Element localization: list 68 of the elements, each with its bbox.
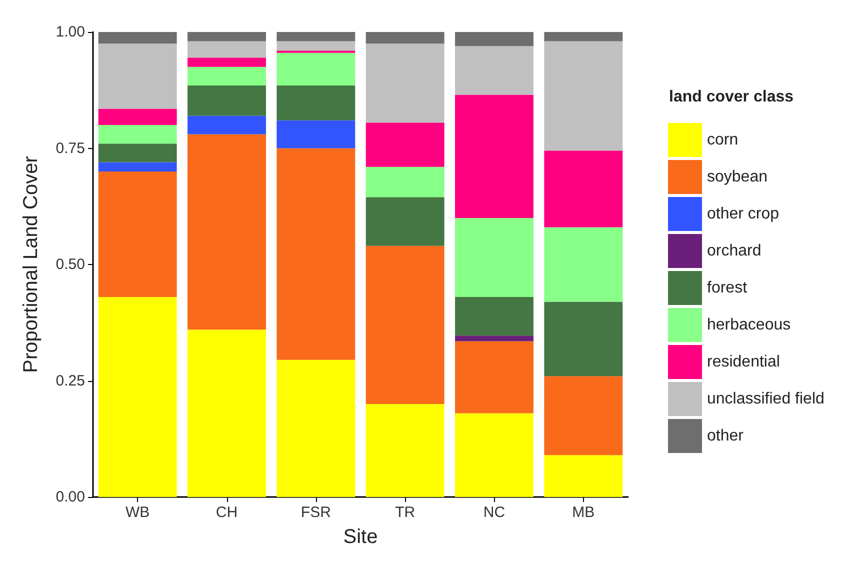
bar — [455, 297, 534, 336]
bar — [188, 85, 266, 116]
bar — [366, 197, 444, 246]
bar — [98, 125, 177, 144]
y-tick-label: 1.00 — [56, 24, 85, 40]
bar — [544, 455, 623, 497]
bar — [366, 32, 444, 44]
y-axis-title: Proportional Land Cover — [20, 156, 42, 373]
x-tick-label: TR — [395, 504, 416, 521]
bar — [455, 46, 534, 95]
y-tick-label: 0.00 — [56, 488, 85, 506]
bar — [455, 341, 534, 414]
bar — [366, 166, 444, 198]
bar — [188, 116, 266, 134]
legend-label: residential — [707, 354, 780, 370]
x-tick-label: MB — [572, 504, 595, 521]
legend-label: herbaceous — [707, 316, 791, 334]
bar — [544, 41, 623, 151]
bar — [276, 85, 356, 120]
bar — [366, 122, 444, 167]
bar — [455, 336, 534, 342]
legend-label: unclassified field — [707, 390, 824, 408]
legend-label: orchard — [707, 242, 762, 260]
bar — [98, 162, 177, 172]
bar — [98, 44, 177, 109]
bar — [276, 52, 356, 86]
bar — [544, 376, 623, 456]
y-tick-label: 0.25 — [56, 372, 85, 390]
bar — [188, 66, 266, 86]
bar — [276, 120, 356, 148]
x-tick-label: FSR — [300, 504, 332, 521]
bar — [276, 41, 356, 51]
bar — [188, 330, 266, 497]
bar — [366, 404, 444, 497]
bar — [276, 32, 356, 42]
bar — [98, 172, 177, 298]
bar — [455, 32, 534, 46]
x-axis-title: Site — [343, 526, 378, 548]
x-tick-label: NC — [483, 504, 506, 521]
legend-label: other — [707, 428, 744, 444]
bar — [544, 150, 623, 228]
bar — [98, 108, 177, 125]
bar — [188, 134, 266, 330]
bar — [276, 148, 356, 360]
bar — [455, 218, 534, 298]
bar — [276, 360, 356, 497]
bar — [366, 246, 444, 404]
bar — [98, 297, 177, 497]
legend-label: forest — [707, 280, 748, 296]
bar — [366, 44, 444, 123]
y-tick-label: 0.75 — [56, 140, 85, 157]
legend-title: land cover class — [669, 88, 794, 106]
bar — [98, 144, 177, 162]
x-tick-label: WB — [125, 504, 150, 521]
bar — [544, 302, 623, 376]
bar — [98, 32, 177, 44]
bar — [455, 94, 534, 218]
bar — [188, 41, 266, 58]
bar — [188, 58, 266, 67]
bar — [188, 32, 266, 42]
legend-label: soybean — [707, 168, 768, 186]
y-tick-label: 0.50 — [56, 256, 85, 273]
bar — [544, 227, 623, 302]
legend-label: corn — [707, 132, 738, 148]
legend-label: other crop — [707, 206, 780, 222]
x-tick-label: CH — [216, 504, 238, 521]
bar — [455, 413, 534, 497]
bar — [544, 32, 623, 42]
